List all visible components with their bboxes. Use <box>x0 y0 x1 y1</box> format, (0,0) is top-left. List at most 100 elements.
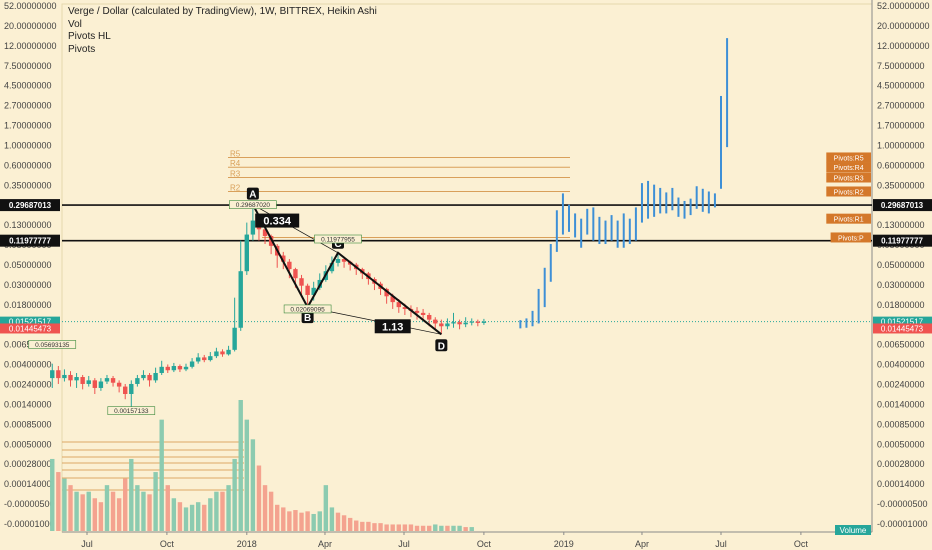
volume-bar <box>372 523 377 531</box>
y-tick-label-left: 1.00000000 <box>4 140 52 150</box>
price-tag-right-bg <box>873 316 932 327</box>
y-tick-label-left: 0.60000000 <box>4 160 52 170</box>
candle-body <box>420 312 426 315</box>
volume-bar <box>335 512 341 531</box>
candle-body <box>98 381 104 388</box>
candle-body <box>414 310 420 313</box>
price-tag-left: 0.01521517 <box>9 318 52 327</box>
x-tick-label: Oct <box>477 539 492 549</box>
candle-body <box>451 322 456 324</box>
x-tick-label: 2019 <box>554 539 574 549</box>
y-tick-label-left: 0.00140000 <box>4 399 52 409</box>
volume-bar <box>268 491 274 531</box>
y-tick-label-left: 0.00014000 <box>4 479 52 489</box>
volume-bar <box>469 527 474 531</box>
volume-bar <box>220 491 225 531</box>
y-tick-label-left: 0.35000000 <box>4 180 52 190</box>
pivot-hl-label: 0.02069095 <box>290 306 325 313</box>
candle-body <box>335 259 341 263</box>
pivot-hl-label: 0.29687020 <box>236 202 271 209</box>
candle-body <box>433 319 438 324</box>
candle-body <box>183 366 189 370</box>
harmonic-xc-line <box>252 204 339 254</box>
y-tick-label-left: -0.00001000 <box>4 519 55 529</box>
volume-label: Volume <box>840 526 867 535</box>
volume-bar <box>414 525 420 531</box>
volume-bar <box>256 465 262 531</box>
volume-bar <box>426 525 432 531</box>
volume-bar <box>396 524 401 531</box>
volume-bar <box>439 525 444 531</box>
candle-body <box>481 321 487 323</box>
y-tick-label-right: -0.00000500 <box>877 499 928 509</box>
harmonic-point-label: C <box>334 239 341 250</box>
right-pivot-label: Pivots:R2 <box>834 189 864 196</box>
y-tick-label-left: -0.00000500 <box>4 499 55 509</box>
volume-bar <box>445 525 450 531</box>
right-pivot-label-bg <box>826 186 871 197</box>
y-tick-label-left: 0.01800000 <box>4 300 52 310</box>
candle-body <box>202 357 207 361</box>
y-tick-label-right: -0.00001000 <box>877 519 928 529</box>
volume-bar <box>281 507 286 531</box>
pivot-hl-label-bg <box>28 340 77 349</box>
candle-body <box>147 374 152 381</box>
y-tick-label-left: 0.13000000 <box>4 220 52 230</box>
candle-body <box>177 366 183 370</box>
volume-bar <box>293 510 298 531</box>
pivot-hl-label-bg <box>229 200 277 209</box>
volume-bar <box>323 485 329 531</box>
volume-bar <box>116 498 122 531</box>
candle-body <box>226 349 231 355</box>
volume-bar <box>68 485 73 531</box>
candle-body <box>56 370 61 379</box>
volume-bar <box>208 498 213 531</box>
volume-bar <box>262 485 268 531</box>
horizontal-line-tag-left: 0.11977777 <box>9 237 51 246</box>
candle-body <box>396 302 401 308</box>
y-tick-label-right: 1.70000000 <box>877 121 925 131</box>
candle-body <box>80 377 85 384</box>
y-tick-label-right: 0.35000000 <box>877 180 925 190</box>
candle-body <box>62 374 67 379</box>
volume-bar <box>305 511 310 531</box>
y-tick-label-left: 0.00240000 <box>4 380 52 390</box>
right-pivot-label-bg <box>826 152 871 163</box>
y-tick-label-left: 0.00028000 <box>4 459 52 469</box>
price-tag-left-bg <box>0 323 60 334</box>
horizontal-line-tag-right: 0.11977777 <box>881 237 923 246</box>
y-tick-label-left: 7.50000000 <box>4 61 52 71</box>
volume-bar <box>165 485 170 531</box>
volume-bar <box>135 485 140 531</box>
pivot-level-label: R4 <box>230 159 241 168</box>
candle-body <box>402 307 408 309</box>
candle-body <box>341 259 347 262</box>
candle-body <box>299 278 304 286</box>
pivot-level-label: R5 <box>230 149 241 158</box>
y-tick-label-left: 1.70000000 <box>4 121 52 131</box>
volume-bar <box>129 458 134 531</box>
y-tick-label-left: 52.00000000 <box>4 1 57 11</box>
pivot-hl-label: 0.11977955 <box>321 237 355 244</box>
x-tick-label: Jul <box>715 539 727 549</box>
volume-bar <box>159 419 164 531</box>
volume-bar <box>238 400 243 531</box>
pivot-hl-label-bg <box>283 304 332 314</box>
volume-bar <box>390 524 395 531</box>
candle-body <box>220 351 225 355</box>
volume-bar <box>56 472 61 531</box>
pivot-level-label: R2 <box>230 183 241 192</box>
volume-bar <box>347 517 353 531</box>
candle-body <box>165 366 170 371</box>
volume-bar <box>287 511 292 531</box>
y-tick-label-right: 0.01800000 <box>877 300 925 310</box>
volume-bar <box>202 504 207 531</box>
y-tick-label-right: 0.60000000 <box>877 160 925 170</box>
horizontal-line-tag-right: 0.29687013 <box>881 201 924 210</box>
x-tick-label: Oct <box>160 539 175 549</box>
y-tick-label-right: 7.50000000 <box>877 61 925 71</box>
volume-bar <box>189 504 195 531</box>
right-pivot-label: Pivots:R5 <box>834 155 864 162</box>
harmonic-ratio-bg <box>255 213 300 228</box>
